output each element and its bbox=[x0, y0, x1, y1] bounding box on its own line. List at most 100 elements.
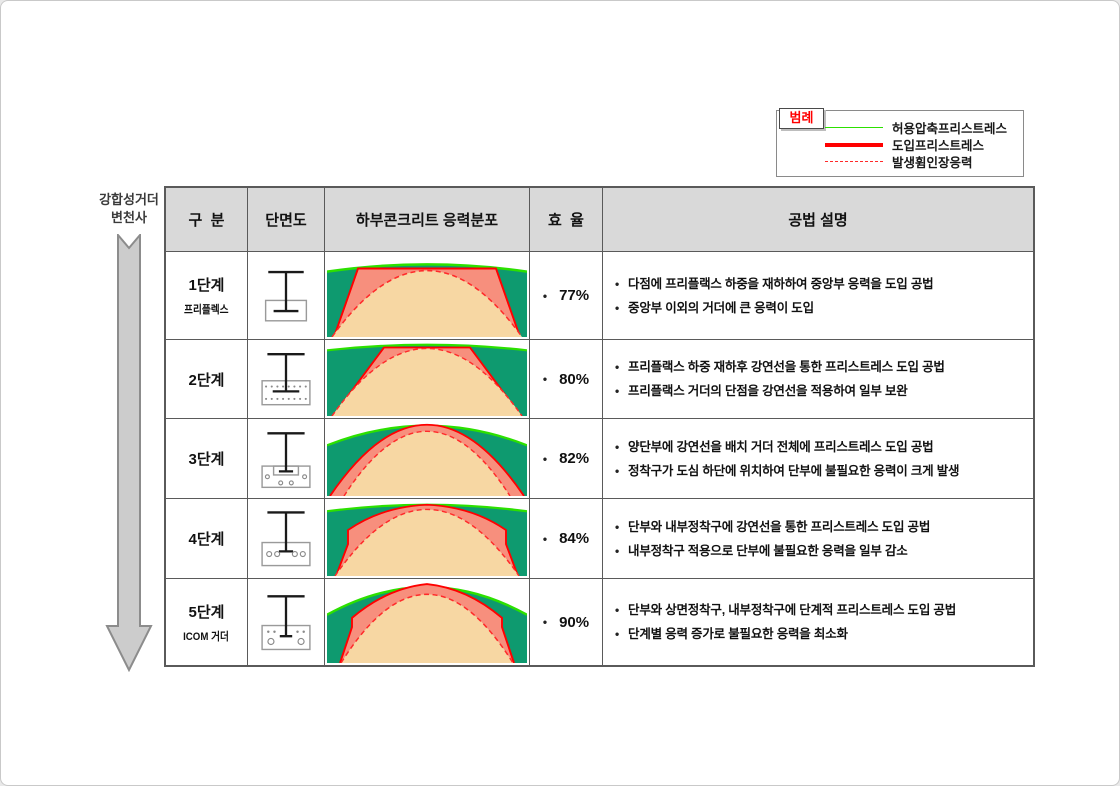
legend-label: 허용압축프리스트레스 bbox=[892, 122, 1008, 136]
cross-section-stage-5 bbox=[248, 579, 325, 665]
bullet-marker: • bbox=[542, 372, 548, 386]
legend-item-flexural-tensile-stress: 발생휨인장응력 bbox=[825, 153, 1019, 170]
description-text: 단부와 상면정착구, 내부정착구에 단계적 프리스트레스 도입 공법 bbox=[628, 603, 957, 617]
description-cell: • 프리플랙스 하중 재하후 강연선을 통한 프리스트레스 도입 공법 • 프리… bbox=[603, 340, 1033, 419]
efficiency-cell: • 77% bbox=[530, 252, 603, 340]
evolution-caption-line1: 강합성거더 bbox=[99, 192, 159, 207]
i-girder-section-icon bbox=[261, 431, 311, 488]
description-bullet: • 단부와 상면정착구, 내부정착구에 단계적 프리스트레스 도입 공법 bbox=[615, 600, 956, 620]
description-text: 정착구가 도심 하단에 위치하여 단부에 불필요한 응력이 크게 발생 bbox=[628, 463, 960, 478]
stage-cell: 2단계 bbox=[166, 340, 248, 419]
bullet-marker: • bbox=[615, 603, 620, 617]
table-row: 1단계 프리플렉스 • bbox=[166, 252, 1033, 340]
legend-item-allowable-compressive-prestress: 허용압축프리스트레스 bbox=[825, 119, 1019, 136]
stage-cell: 3단계 bbox=[166, 419, 248, 499]
cross-section-stage-1 bbox=[248, 252, 325, 340]
stage-label: 4단계 bbox=[188, 531, 225, 548]
header-classification: 구 분 bbox=[166, 188, 248, 252]
bullet-marker: • bbox=[615, 543, 620, 558]
stage-label: 1단계 bbox=[188, 277, 225, 294]
i-girder-section-icon bbox=[261, 353, 311, 406]
header-efficiency: 효 율 bbox=[530, 188, 603, 252]
bullet-marker: • bbox=[615, 276, 620, 291]
description-cell: • 단부와 상면정착구, 내부정착구에 단계적 프리스트레스 도입 공법 • 단… bbox=[603, 579, 1033, 665]
stress-chart-stage-1 bbox=[325, 252, 530, 340]
header-cross-section: 단면도 bbox=[248, 188, 325, 252]
description-cell: • 다점에 프리플랙스 하중을 재하하여 중앙부 응력을 도입 공법 • 중앙부… bbox=[603, 252, 1033, 340]
description-text: 다점에 프리플랙스 하중을 재하하여 중앙부 응력을 도입 공법 bbox=[628, 276, 934, 291]
legend-item-introduced-prestress: 도입프리스트레스 bbox=[825, 136, 1019, 153]
stage-sublabel: 프리플렉스 bbox=[184, 304, 229, 316]
green-line-icon bbox=[825, 127, 883, 128]
bullet-marker: • bbox=[615, 300, 620, 315]
table-row: 2단계 bbox=[166, 340, 1033, 419]
red-thick-line-icon bbox=[825, 142, 883, 147]
stress-distribution-plot bbox=[327, 503, 527, 576]
legend-box: 범례 허용압축프리스트레스 도입프리스트레스 발생휨인장응력 bbox=[776, 108, 1024, 177]
description-bullet: • 단부와 내부정착구에 강연선을 통한 프리스트레스 도입 공법 bbox=[615, 517, 930, 537]
bullet-marker: • bbox=[542, 288, 548, 303]
stage-cell: 4단계 bbox=[166, 499, 248, 579]
efficiency-value: 80% bbox=[559, 370, 590, 388]
efficiency-value: 90% bbox=[559, 613, 590, 631]
description-bullet: • 다점에 프리플랙스 하중을 재하하여 중앙부 응력을 도입 공법 bbox=[615, 274, 934, 294]
description-cell: • 양단부에 강연선을 배치 거더 전체에 프리스트레스 도입 공법 • 정착구… bbox=[603, 419, 1033, 499]
stress-distribution-plot bbox=[327, 263, 527, 337]
i-girder-section-icon bbox=[264, 270, 308, 322]
table-header-row: 구 분 단면도 하부콘크리트 응력분포 효 율 공법 설명 bbox=[166, 188, 1033, 252]
stress-chart-stage-3 bbox=[325, 419, 530, 499]
efficiency-cell: • 80% bbox=[530, 340, 603, 419]
header-method-description: 공법 설명 bbox=[603, 188, 1033, 252]
efficiency-value: 84% bbox=[559, 530, 590, 547]
efficiency-value: 82% bbox=[559, 450, 590, 467]
bullet-marker: • bbox=[542, 615, 548, 629]
stage-label: 2단계 bbox=[188, 371, 225, 389]
bullet-marker: • bbox=[615, 360, 620, 374]
legend-label: 도입프리스트레스 bbox=[892, 139, 985, 153]
description-bullet: • 프리플랙스 거더의 단점을 강연선을 적용하여 일부 보완 bbox=[615, 381, 908, 401]
bullet-marker: • bbox=[615, 627, 620, 641]
bullet-marker: • bbox=[615, 384, 620, 398]
header-stress-distribution: 하부콘크리트 응력분포 bbox=[325, 188, 530, 252]
description-bullet: • 단계별 응력 증가로 불필요한 응력을 최소화 bbox=[615, 624, 848, 644]
efficiency-value: 77% bbox=[559, 287, 590, 304]
stress-distribution-plot bbox=[327, 343, 527, 416]
table-row: 4단계 bbox=[166, 499, 1033, 579]
stress-chart-stage-4 bbox=[325, 499, 530, 579]
legend-title: 범례 bbox=[779, 108, 824, 129]
stage-label: 3단계 bbox=[188, 451, 225, 468]
efficiency-cell: • 82% bbox=[530, 419, 603, 499]
bullet-marker: • bbox=[615, 463, 620, 478]
cross-section-stage-4 bbox=[248, 499, 325, 579]
description-bullet: • 양단부에 강연선을 배치 거더 전체에 프리스트레스 도입 공법 bbox=[615, 437, 934, 457]
method-comparison-table: 구 분 단면도 하부콘크리트 응력분포 효 율 공법 설명 1단계 프리플렉스 bbox=[164, 186, 1035, 667]
description-bullet: • 내부정착구 적용으로 단부에 불필요한 응력을 일부 감소 bbox=[615, 541, 908, 561]
description-bullet: • 프리플랙스 하중 재하후 강연선을 통한 프리스트레스 도입 공법 bbox=[615, 357, 945, 377]
evolution-caption-line2: 변천사 bbox=[111, 210, 147, 225]
legend-label: 발생휨인장응력 bbox=[892, 156, 973, 170]
stress-chart-stage-2 bbox=[325, 340, 530, 419]
stage-cell: 5단계 ICOM 거더 bbox=[166, 579, 248, 665]
table-row: 5단계 ICOM 거더 bbox=[166, 579, 1033, 665]
efficiency-cell: • 90% bbox=[530, 579, 603, 665]
table-row: 3단계 bbox=[166, 419, 1033, 499]
stage-label: 5단계 bbox=[188, 603, 225, 621]
efficiency-cell: • 84% bbox=[530, 499, 603, 579]
red-dashed-line-icon bbox=[825, 161, 883, 162]
i-girder-section-icon bbox=[261, 510, 311, 566]
bullet-marker: • bbox=[615, 519, 620, 534]
description-bullet: • 정착구가 도심 하단에 위치하여 단부에 불필요한 응력이 크게 발생 bbox=[615, 461, 960, 481]
description-cell: • 단부와 내부정착구에 강연선을 통한 프리스트레스 도입 공법 • 내부정착… bbox=[603, 499, 1033, 579]
description-text: 단부와 내부정착구에 강연선을 통한 프리스트레스 도입 공법 bbox=[628, 519, 931, 534]
legend-items: 허용압축프리스트레스 도입프리스트레스 발생휨인장응력 bbox=[825, 119, 1019, 170]
stress-distribution-plot bbox=[327, 583, 527, 663]
i-girder-section-icon bbox=[261, 595, 311, 651]
bullet-marker: • bbox=[542, 531, 548, 546]
stress-chart-stage-5 bbox=[325, 579, 530, 665]
description-text: 중앙부 이외의 거더에 큰 응력이 도입 bbox=[628, 300, 814, 315]
description-text: 프리플랙스 거더의 단점을 강연선을 적용하여 일부 보완 bbox=[628, 384, 908, 398]
description-text: 내부정착구 적용으로 단부에 불필요한 응력을 일부 감소 bbox=[628, 543, 908, 558]
bullet-marker: • bbox=[542, 451, 548, 466]
description-text: 양단부에 강연선을 배치 거더 전체에 프리스트레스 도입 공법 bbox=[628, 439, 934, 454]
